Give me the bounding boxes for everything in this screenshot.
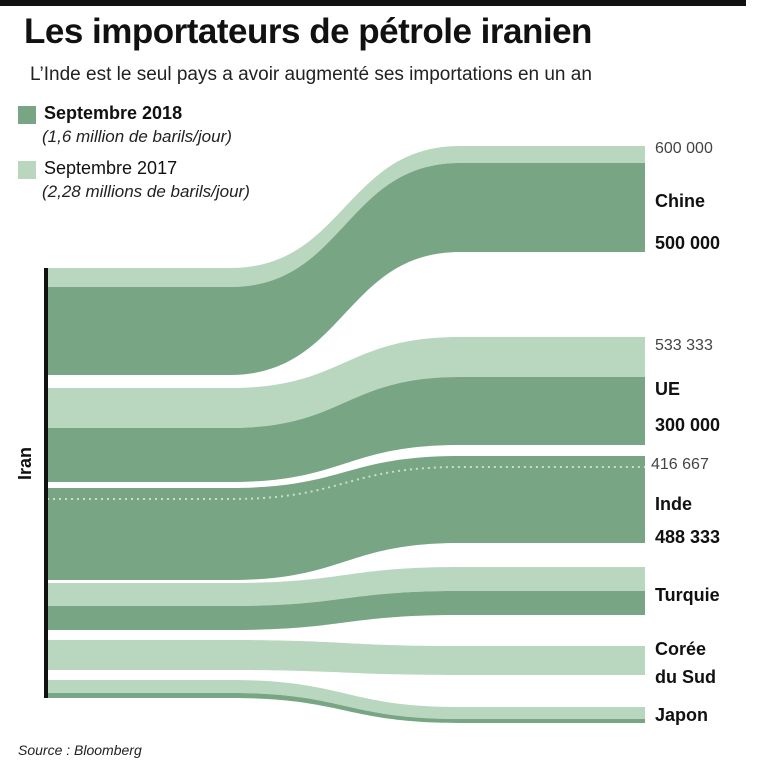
value-2018-chine: 500 000 (655, 233, 721, 253)
country-label-japon: Japon (655, 705, 709, 725)
flow-inde-2017-marker (47, 466, 645, 500)
value-2017-inde: 416 667 (651, 456, 709, 473)
origin-label: Iran (15, 446, 35, 480)
legend-sub-2018: (1,6 million de barils/jour) (42, 127, 232, 146)
origin-bar-iran (44, 268, 48, 698)
value-2018-ue: 300 000 (655, 415, 721, 435)
legend-item-2017: Septembre 2017 (18, 158, 177, 179)
source-note: Source : Bloomberg (18, 742, 142, 758)
chart-subtitle: L’Inde est le seul pays a avoir augmenté… (30, 64, 592, 85)
value-2017-chine: 600 000 (655, 140, 713, 157)
chart-title: Les importateurs de pétrole iranien (24, 12, 592, 51)
legend-swatch-2017 (18, 161, 36, 179)
flow-chine-2018 (47, 163, 645, 375)
flow-turquie-2018 (47, 591, 645, 630)
country-label-ue: UE (655, 379, 681, 399)
country-label-coree-line1: Corée (655, 639, 707, 659)
country-label-chine: Chine (655, 191, 706, 211)
flow-ue-2018 (47, 377, 645, 482)
legend-swatch-2018 (18, 106, 36, 124)
flow-japon-2017 (47, 680, 645, 719)
flow-japon-2018 (47, 693, 645, 723)
legend-label-2018: Septembre 2018 (44, 103, 183, 123)
flow-inde-2018 (47, 456, 645, 580)
top-rule (0, 0, 746, 6)
flow-turquie-2017 (47, 567, 645, 606)
legend-item-2018: Septembre 2018 (18, 103, 182, 124)
country-label-inde: Inde (655, 494, 693, 514)
flow-coree-du-sud-2017 (47, 640, 645, 675)
value-2017-ue: 533 333 (655, 337, 713, 354)
country-label-turquie: Turquie (655, 585, 720, 605)
legend-sub-2017: (2,28 millions de barils/jour) (42, 182, 250, 201)
country-label-coree-line2: du Sud (655, 667, 716, 687)
flow-ue-2017 (47, 337, 645, 428)
flow-chine-2017 (47, 146, 645, 287)
legend-label-2017: Septembre 2017 (44, 158, 178, 178)
value-2018-inde: 488 333 (655, 527, 721, 547)
